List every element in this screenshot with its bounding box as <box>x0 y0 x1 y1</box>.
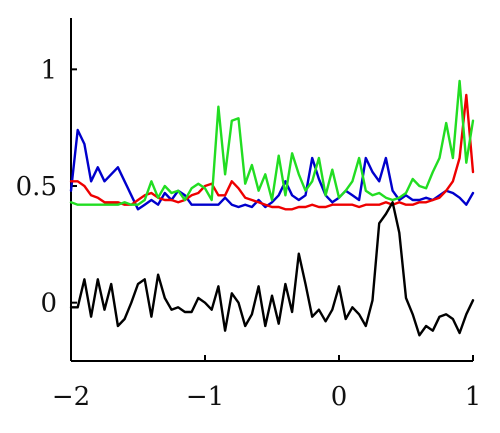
y-tick-label: 1 <box>40 55 57 85</box>
series-line-1 <box>69 128 475 211</box>
series-line-4 <box>69 201 475 337</box>
series-layer <box>69 79 475 337</box>
y-axis-ticks: 00.51 <box>16 55 77 319</box>
x-tick-label: −1 <box>186 382 224 412</box>
y-tick-label: 0 <box>40 289 57 319</box>
x-tick-label: 1 <box>465 382 482 412</box>
x-tick-label: −2 <box>52 382 90 412</box>
x-axis-ticks: −2 −1 0 1 <box>52 355 481 412</box>
plot-frame <box>70 18 473 362</box>
series-line-2 <box>69 93 475 211</box>
series-line-3 <box>69 79 475 206</box>
y-tick-label: 0.5 <box>16 172 57 202</box>
x-tick-label: 0 <box>331 382 348 412</box>
